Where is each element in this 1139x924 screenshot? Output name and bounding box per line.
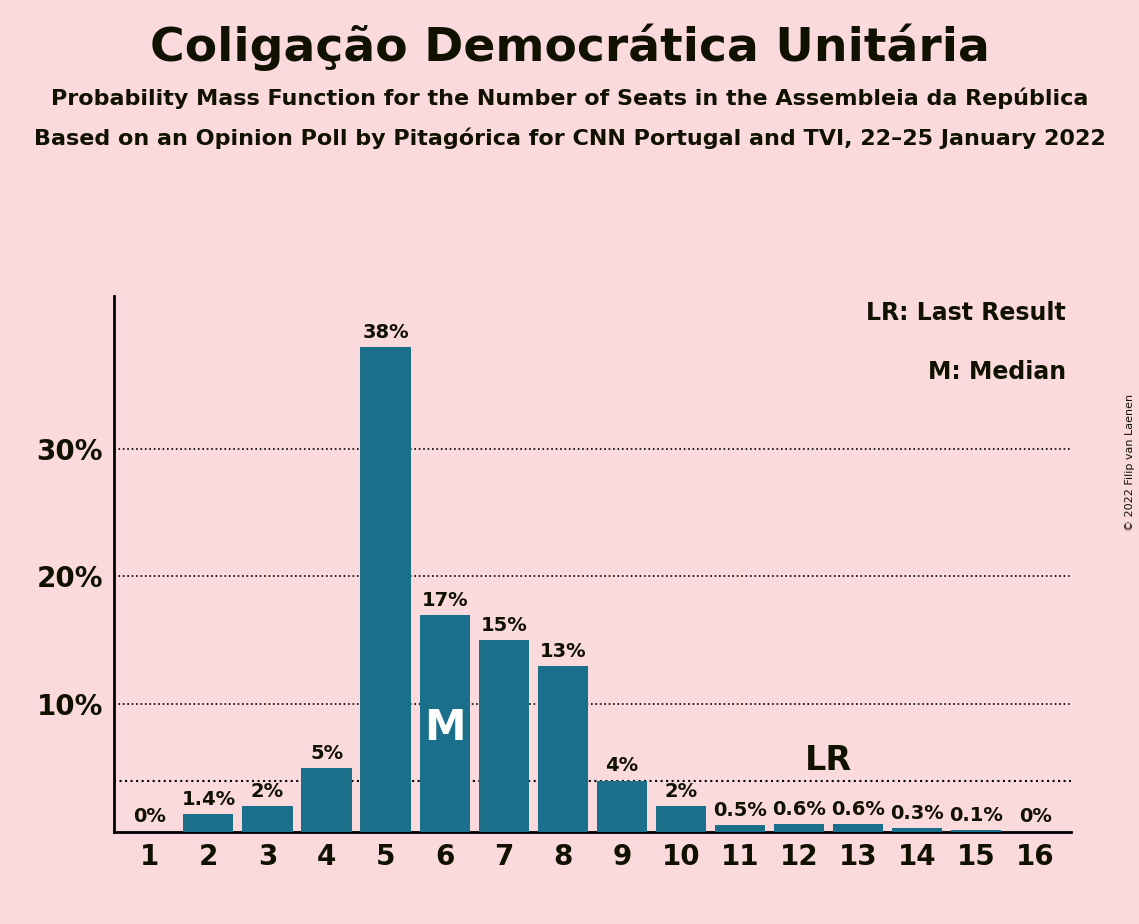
Text: 0.3%: 0.3% bbox=[891, 804, 944, 822]
Text: M: M bbox=[424, 707, 466, 748]
Text: 13%: 13% bbox=[540, 641, 587, 661]
Bar bbox=[360, 346, 411, 832]
Text: 0.5%: 0.5% bbox=[713, 801, 767, 821]
Bar bbox=[656, 806, 706, 832]
Text: 2%: 2% bbox=[664, 782, 697, 801]
Text: 0%: 0% bbox=[133, 808, 166, 826]
Bar bbox=[773, 824, 825, 832]
Text: 38%: 38% bbox=[362, 322, 409, 342]
Bar bbox=[419, 614, 469, 832]
Text: 4%: 4% bbox=[605, 757, 638, 775]
Bar bbox=[243, 806, 293, 832]
Bar bbox=[538, 665, 588, 832]
Bar bbox=[302, 768, 352, 832]
Text: Based on an Opinion Poll by Pitagórica for CNN Portugal and TVI, 22–25 January 2: Based on an Opinion Poll by Pitagórica f… bbox=[34, 128, 1105, 149]
Text: 0%: 0% bbox=[1018, 808, 1051, 826]
Text: 17%: 17% bbox=[421, 590, 468, 610]
Text: 0.6%: 0.6% bbox=[772, 800, 826, 819]
Text: M: Median: M: Median bbox=[928, 360, 1066, 384]
Text: © 2022 Filip van Laenen: © 2022 Filip van Laenen bbox=[1125, 394, 1134, 530]
Text: 1.4%: 1.4% bbox=[181, 790, 236, 808]
Text: 2%: 2% bbox=[251, 782, 284, 801]
Text: Probability Mass Function for the Number of Seats in the Assembleia da República: Probability Mass Function for the Number… bbox=[51, 88, 1088, 109]
Text: 0.6%: 0.6% bbox=[831, 800, 885, 819]
Bar bbox=[597, 781, 647, 832]
Text: Coligação Democrática Unitária: Coligação Democrática Unitária bbox=[149, 23, 990, 70]
Text: 0.1%: 0.1% bbox=[949, 807, 1003, 825]
Bar bbox=[951, 831, 1001, 832]
Bar bbox=[833, 824, 883, 832]
Bar bbox=[715, 825, 765, 832]
Text: LR: Last Result: LR: Last Result bbox=[866, 301, 1066, 325]
Bar bbox=[892, 828, 942, 832]
Bar bbox=[478, 640, 528, 832]
Text: LR: LR bbox=[805, 744, 852, 777]
Text: 5%: 5% bbox=[310, 744, 343, 762]
Bar bbox=[183, 814, 233, 832]
Text: 15%: 15% bbox=[481, 616, 527, 635]
